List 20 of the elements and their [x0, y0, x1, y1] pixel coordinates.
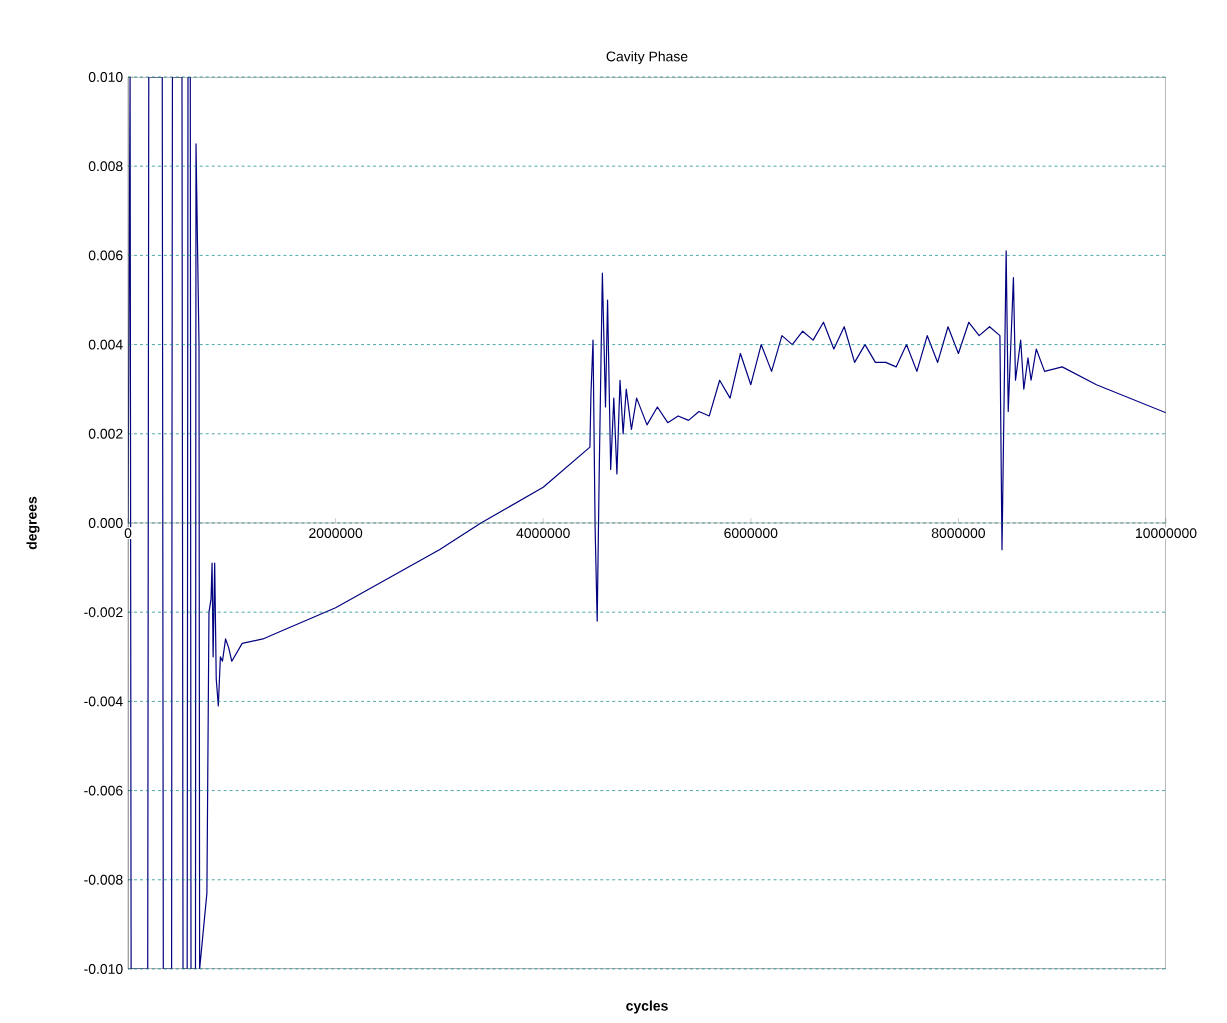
y-tick-label: 0.004: [88, 339, 123, 350]
y-tick-label: 0.008: [88, 161, 123, 172]
x-tick-label: 6000000: [724, 528, 778, 539]
x-tick-label: 2000000: [309, 528, 363, 539]
y-tick-label: -0.008: [84, 874, 123, 885]
x-axis-title: cycles: [626, 1000, 668, 1014]
x-tick-label: 4000000: [516, 528, 570, 539]
x-tick-label: 10000000: [1136, 528, 1197, 539]
y-tick-label: -0.010: [84, 964, 123, 974]
y-tick-label: 0.006: [88, 250, 123, 261]
y-axis-title: degrees: [26, 496, 40, 550]
y-tick-label: -0.006: [84, 785, 123, 796]
x-tick-label: 0: [124, 528, 132, 539]
y-tick-label: -0.002: [84, 607, 123, 618]
y-tick-label: 0.000: [88, 518, 123, 528]
x-tick-label: 8000000: [931, 528, 986, 539]
chart-title: Cavity Phase: [606, 51, 688, 65]
y-tick-label: -0.004: [84, 696, 123, 707]
y-tick-label: 0.010: [88, 72, 123, 82]
y-tick-label: 0.002: [88, 428, 123, 439]
